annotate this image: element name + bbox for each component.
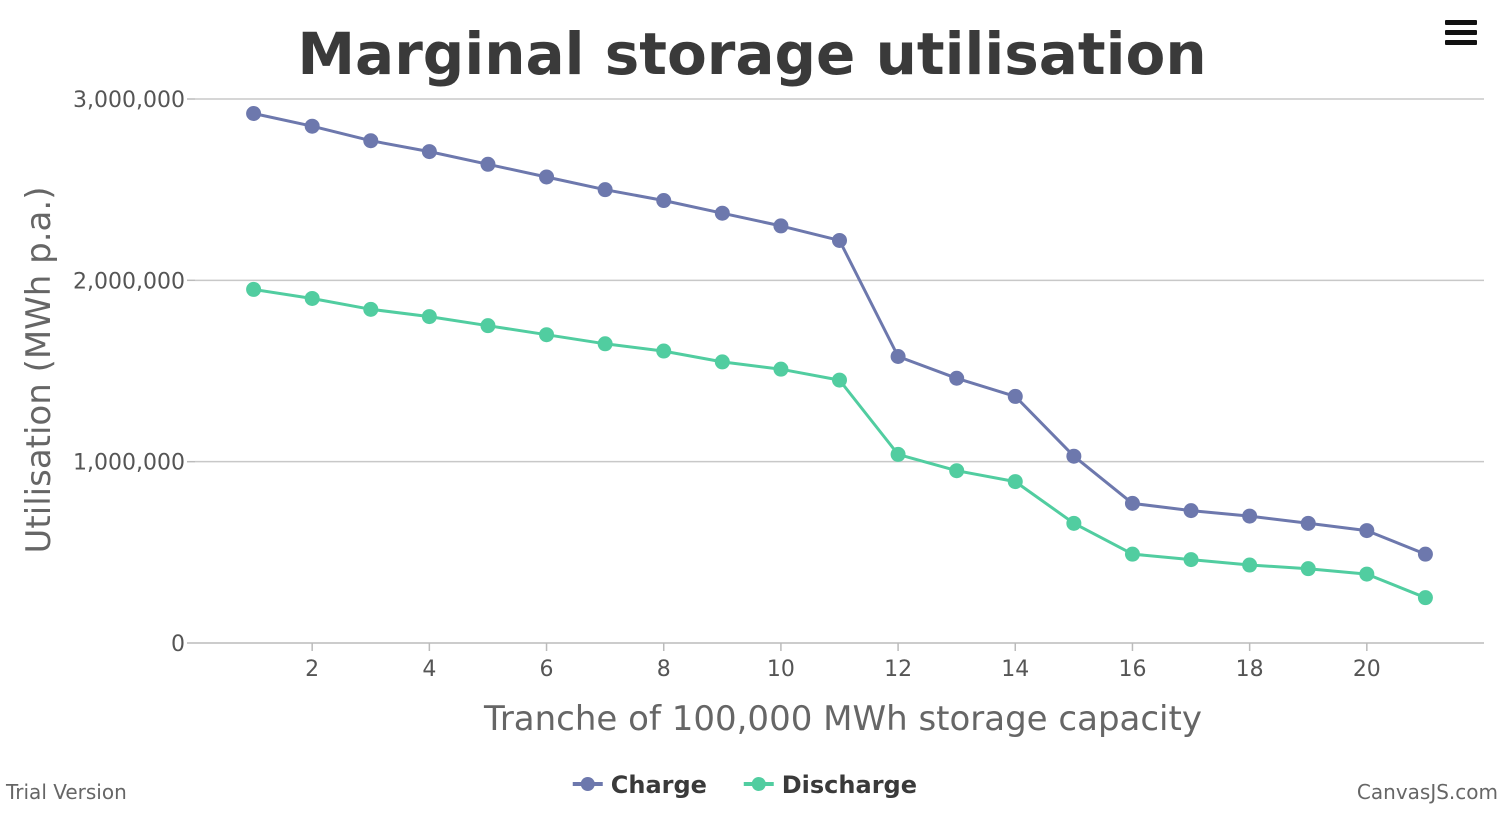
charge-data-point[interactable] [949, 370, 965, 386]
charge-data-point[interactable] [1359, 523, 1375, 539]
charge-data-point[interactable] [363, 133, 379, 149]
canvasjs-credit-link[interactable]: CanvasJS.com [1357, 780, 1498, 804]
legend-item-discharge[interactable]: Discharge [743, 771, 917, 799]
charge-data-point[interactable] [539, 169, 555, 185]
charge-data-point[interactable] [890, 348, 906, 364]
charge-data-point[interactable] [246, 106, 262, 122]
legend-item-charge[interactable]: Charge [572, 771, 707, 799]
charge-data-point[interactable] [1124, 495, 1140, 511]
charge-data-point[interactable] [597, 182, 613, 198]
chart-title: Marginal storage utilisation [297, 20, 1206, 88]
discharge-data-point[interactable] [714, 354, 730, 370]
discharge-data-point[interactable] [1359, 566, 1375, 582]
charge-data-point[interactable] [1066, 448, 1082, 464]
discharge-data-point[interactable] [597, 336, 613, 352]
x-tick-label: 8 [657, 657, 671, 682]
axes: 0 1,000,000 2,000,000 3,000,000 2 4 6 8 10 12 14 16… [73, 88, 1484, 682]
x-tick-label: 2 [305, 657, 319, 682]
discharge-data-point[interactable] [1242, 557, 1258, 573]
charge-data-point[interactable] [832, 232, 847, 248]
x-tick-label: 18 [1236, 657, 1264, 682]
hamburger-icon [1445, 40, 1477, 45]
charge-series-line [253, 112, 1426, 556]
legend-label: Charge [611, 771, 707, 799]
y-axis-title: Utilisation (MWh p.a.) [19, 187, 59, 554]
x-tick-label: 6 [540, 657, 554, 682]
discharge-data-point[interactable] [890, 446, 906, 462]
discharge-data-point[interactable] [480, 318, 496, 334]
discharge-data-point[interactable] [832, 372, 847, 388]
y-tick-label: 3,000,000 [73, 88, 185, 113]
discharge-data-point[interactable] [1183, 552, 1199, 568]
x-tick-label: 20 [1353, 657, 1381, 682]
discharge-data-point[interactable] [1124, 546, 1140, 562]
charge-data-point[interactable] [421, 144, 437, 160]
discharge-data-point[interactable] [1007, 474, 1023, 490]
series-layer [246, 106, 1433, 606]
y-tick-label: 2,000,000 [73, 269, 185, 294]
discharge-data-point[interactable] [363, 301, 379, 317]
y-tick-label: 1,000,000 [73, 451, 185, 476]
charge-data-point[interactable] [1183, 503, 1199, 519]
discharge-data-point[interactable] [421, 309, 437, 325]
x-tick-label: 4 [422, 657, 436, 682]
discharge-data-point[interactable] [539, 327, 555, 343]
discharge-data-point[interactable] [1300, 561, 1316, 577]
charge-data-point[interactable] [304, 118, 320, 134]
charge-data-point[interactable] [773, 218, 789, 234]
x-tick-label: 16 [1118, 657, 1146, 682]
x-axis-title: Tranche of 100,000 MWh storage capacity [483, 699, 1202, 739]
hamburger-icon [1445, 20, 1477, 25]
charge-data-point[interactable] [1417, 546, 1433, 562]
discharge-data-point[interactable] [773, 361, 789, 377]
x-tick-label: 10 [767, 657, 795, 682]
charge-data-point[interactable] [480, 156, 496, 172]
charge-data-point[interactable] [1007, 388, 1023, 404]
discharge-series-line [253, 287, 1426, 600]
discharge-data-point[interactable] [949, 463, 965, 479]
grid-lines [195, 98, 1484, 463]
hamburger-icon [1445, 30, 1477, 35]
charge-data-point[interactable] [1300, 515, 1316, 531]
discharge-data-point[interactable] [656, 343, 672, 359]
legend: Charge Discharge [572, 771, 917, 799]
trial-version-label: Trial Version [5, 780, 127, 804]
discharge-data-point[interactable] [246, 281, 262, 297]
charge-data-point[interactable] [1242, 508, 1258, 524]
y-tick-label: 0 [171, 632, 185, 657]
x-tick-label: 14 [1001, 657, 1029, 682]
hamburger-menu-button[interactable] [1438, 16, 1482, 52]
legend-swatch-marker [580, 777, 595, 791]
discharge-data-point[interactable] [1417, 590, 1433, 606]
discharge-data-point[interactable] [1066, 515, 1082, 531]
legend-label: Discharge [782, 771, 917, 799]
charge-data-point[interactable] [714, 205, 730, 221]
charge-data-point[interactable] [656, 193, 672, 209]
x-tick-label: 12 [884, 657, 912, 682]
legend-swatch-marker [751, 777, 766, 791]
discharge-data-point[interactable] [304, 290, 320, 306]
